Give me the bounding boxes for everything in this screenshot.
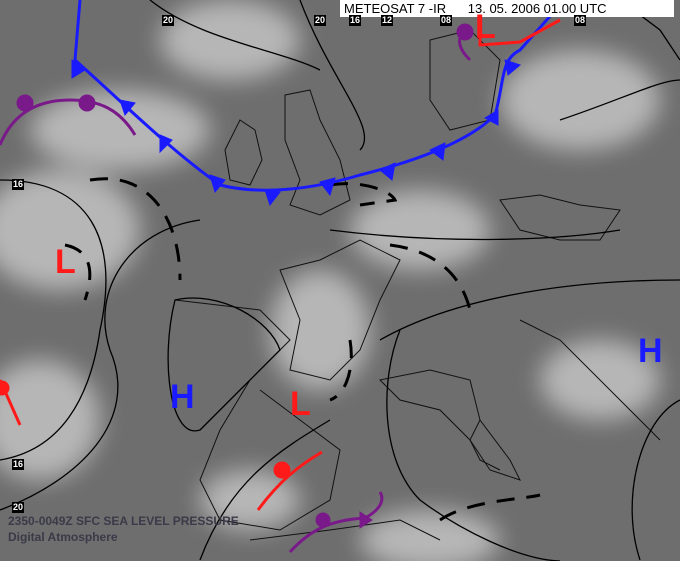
- isobar-label: 08: [574, 15, 587, 26]
- datetime-label: 13. 05. 2006 01.00 UTC: [467, 1, 607, 16]
- isobar-label: 08: [440, 15, 453, 26]
- image-header: METEOSAT 7 -IR 13. 05. 2006 01.00 UTC: [340, 0, 674, 17]
- warm-fronts: [0, 12, 561, 511]
- troughs: [64, 177, 541, 522]
- isobar-label: 20: [12, 502, 25, 513]
- isobar-label: 16: [12, 179, 25, 190]
- low-pressure-label: L: [475, 8, 496, 46]
- cloud-cover: [0, 0, 660, 561]
- occluded-fronts: [0, 23, 474, 554]
- caption-product: 2350-0049Z SFC SEA LEVEL PRESSURE: [8, 514, 239, 528]
- isobar-label: 16: [349, 15, 362, 26]
- low-pressure-label: L: [55, 243, 76, 281]
- satellite-label: METEOSAT 7 -IR: [344, 1, 447, 16]
- isobar-label: 16: [12, 459, 25, 470]
- caption-source: Digital Atmosphere: [8, 530, 118, 544]
- isobar-label: 20: [314, 15, 327, 26]
- isobar-label: 12: [381, 15, 394, 26]
- low-pressure-label: L: [290, 385, 311, 423]
- high-pressure-label: H: [638, 332, 663, 370]
- isobar-label: 20: [162, 15, 175, 26]
- high-pressure-label: H: [170, 378, 195, 416]
